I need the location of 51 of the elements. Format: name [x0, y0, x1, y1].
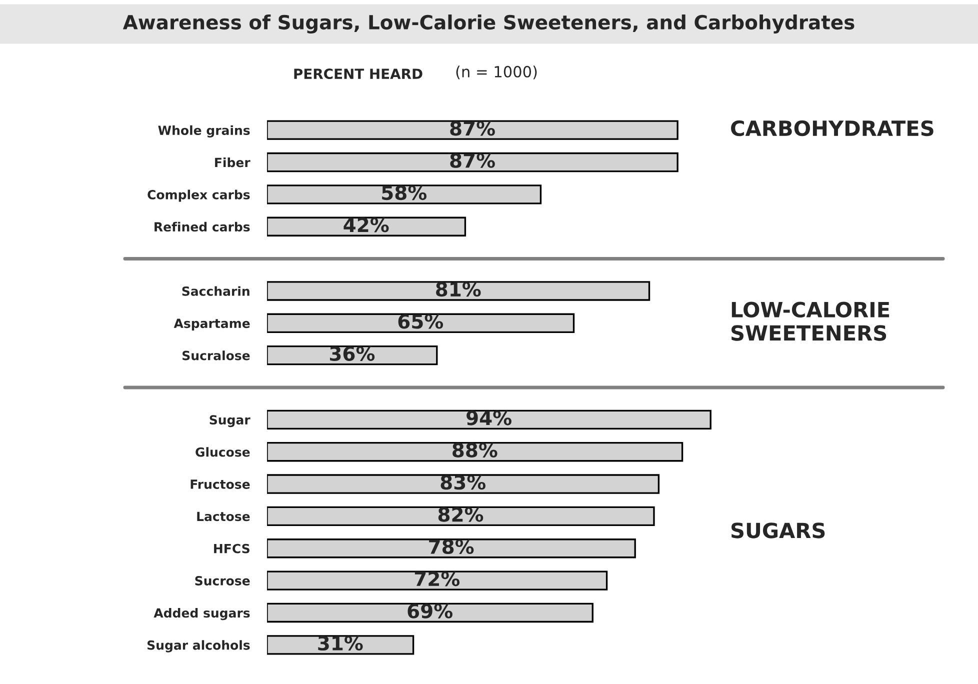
data-label: 72% — [414, 571, 460, 586]
bar — [267, 410, 712, 430]
data-label: 94% — [466, 410, 512, 426]
bar — [267, 474, 660, 494]
y-tick-label: Complex carbs — [148, 190, 250, 202]
data-label: 82% — [438, 507, 484, 522]
data-label: 81% — [436, 282, 481, 297]
data-label: 42% — [344, 218, 389, 232]
bar — [267, 152, 678, 172]
data-label: 31% — [318, 636, 363, 651]
data-label: 69% — [408, 604, 452, 618]
text: CARBOHYDRATES — [731, 120, 934, 136]
data-label: 36% — [330, 346, 375, 361]
bar — [267, 635, 414, 655]
bar — [267, 506, 655, 526]
y-tick-label: Sugar alcohols — [148, 640, 250, 652]
y-tick-label: Sucrose — [195, 576, 250, 586]
y-tick-label: Sucralose — [182, 350, 250, 360]
data-label: 83% — [440, 474, 486, 490]
y-tick-label: Refined carbs — [154, 222, 250, 232]
data-label: 58% — [382, 185, 427, 200]
y-tick-label: Saccharin — [182, 286, 250, 296]
y-tick-label: Glucose — [196, 447, 250, 457]
bar — [267, 538, 636, 558]
bar — [267, 120, 678, 140]
chart-subtitle: PERCENT HEARD — [294, 68, 422, 80]
y-tick-label: Sugar — [210, 415, 250, 428]
bar — [267, 602, 594, 623]
bar — [267, 442, 684, 462]
data-label: 65% — [398, 314, 444, 329]
data-label: 78% — [429, 539, 474, 554]
data-label: 87% — [450, 121, 495, 136]
y-tick-label: Added sugars — [154, 608, 250, 620]
data-label: 87% — [450, 153, 495, 168]
bar — [267, 570, 608, 590]
text: SUGARS — [731, 522, 825, 538]
bar — [267, 345, 438, 366]
y-tick-label: Fiber — [215, 158, 250, 168]
chart-title: Awareness of Sugars, Low-Calorie Sweeteners, and Carbohydrates — [122, 14, 854, 34]
bar — [267, 313, 575, 333]
y-tick-label: Fructose — [190, 480, 250, 489]
bar — [267, 216, 466, 236]
bar — [267, 281, 650, 301]
data-label: 88% — [452, 442, 498, 458]
text: LOW-CALORIE SWEETENERS — [731, 302, 890, 341]
y-tick-label: HFCS — [214, 544, 250, 554]
text: (n = 1000) — [456, 66, 537, 80]
bar — [267, 184, 542, 204]
y-tick-label: Lactose — [197, 512, 250, 522]
y-tick-label: Aspartame — [174, 318, 250, 330]
y-tick-label: Whole grains — [158, 125, 250, 138]
